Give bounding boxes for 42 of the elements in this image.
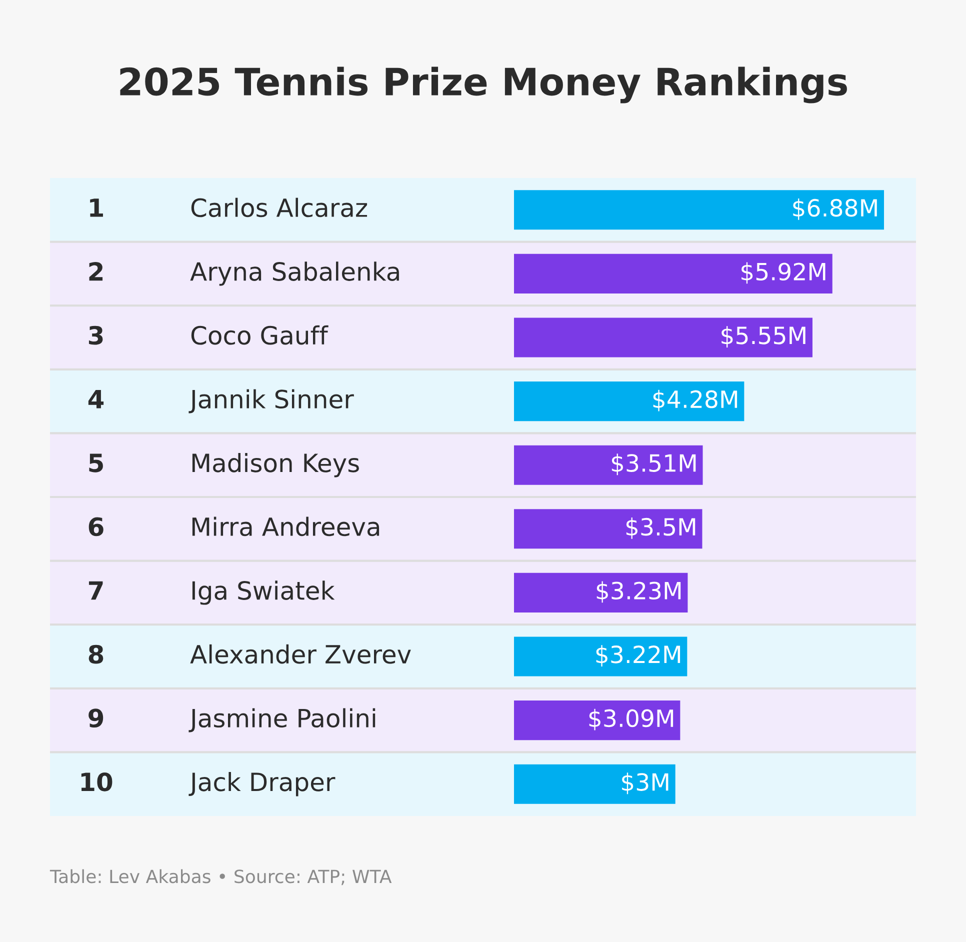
text: 1 — [90, 198, 103, 217]
text: 8 — [88, 644, 104, 664]
bar — [514, 572, 688, 612]
data-label: $3.09M — [589, 708, 674, 730]
data-label: $3M — [622, 772, 668, 794]
text: 10 — [81, 772, 112, 792]
bar — [514, 190, 884, 230]
data-label: $3.23M — [596, 581, 681, 603]
chart-title: 2025 Tennis Prize Money Rankings — [120, 66, 847, 104]
y-tick-label: Iga Swiatek — [192, 580, 335, 605]
bar — [514, 764, 676, 804]
text: 3 — [88, 326, 103, 345]
y-tick-label: Mirra Andreeva — [192, 516, 380, 536]
y-tick-label: Aryna Sabalenka — [190, 262, 399, 286]
data-label: $5.92M — [742, 262, 826, 284]
data-label: $3.22M — [596, 645, 680, 666]
bar — [514, 445, 703, 485]
data-label: $3.51M — [612, 454, 696, 476]
data-label: $3.5M — [626, 517, 696, 539]
text: Table: Lev Akabas • Source: ATP; WTA — [50, 869, 392, 886]
data-label: $5.55M — [722, 326, 806, 348]
text: 6 — [88, 517, 104, 536]
y-tick-label: Jannik Sinner — [188, 389, 354, 414]
text: 4 — [88, 390, 104, 408]
y-tick-label: Jack Draper — [188, 772, 336, 796]
text: 9 — [88, 708, 104, 728]
y-tick-label: Alexander Zverev — [190, 644, 411, 664]
bar — [514, 254, 832, 294]
bar — [514, 318, 812, 358]
y-tick-label: Madison Keys — [192, 453, 359, 478]
bar — [514, 636, 688, 676]
bar — [514, 700, 680, 740]
text: 2 — [89, 262, 103, 281]
text: 5 — [89, 454, 103, 472]
data-label: $4.28M — [653, 390, 738, 412]
y-tick-label: Jasmine Paolini — [188, 708, 376, 732]
text: 7 — [88, 581, 103, 600]
y-tick-label: Carlos Alcaraz — [191, 198, 368, 218]
bar — [514, 509, 702, 549]
data-label: $6.88M — [793, 198, 877, 220]
y-tick-label: Coco Gauff — [191, 325, 328, 345]
bar — [514, 382, 744, 422]
